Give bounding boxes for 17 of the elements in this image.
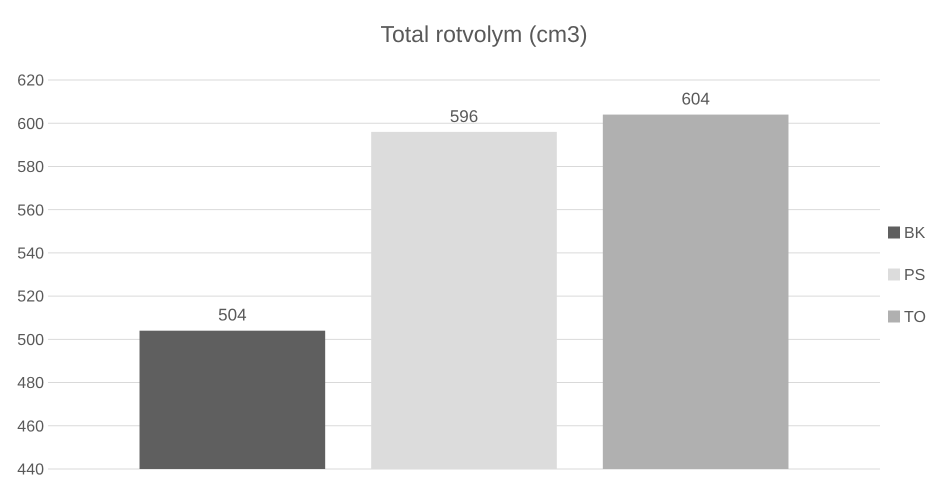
legend-label: TO [904,309,926,326]
y-tick-label: 520 [17,288,44,306]
y-tick-label: 460 [17,418,44,436]
data-label: 604 [681,90,710,109]
data-label: 504 [218,306,247,325]
y-tick-label: 440 [17,462,44,479]
y-tick-label: 560 [17,202,44,220]
y-tick-label: 500 [17,332,44,349]
y-tick-label: 480 [17,375,44,392]
chart-title: Total rotvolym (cm3) [380,21,588,47]
y-tick-label: 620 [17,72,44,90]
legend-label: PS [904,267,926,284]
legend-label: BK [904,225,926,242]
y-tick-label: 580 [17,159,44,176]
y-tick-label: 600 [17,116,44,133]
y-tick-label: 540 [17,245,44,262]
data-label: 596 [450,106,478,126]
